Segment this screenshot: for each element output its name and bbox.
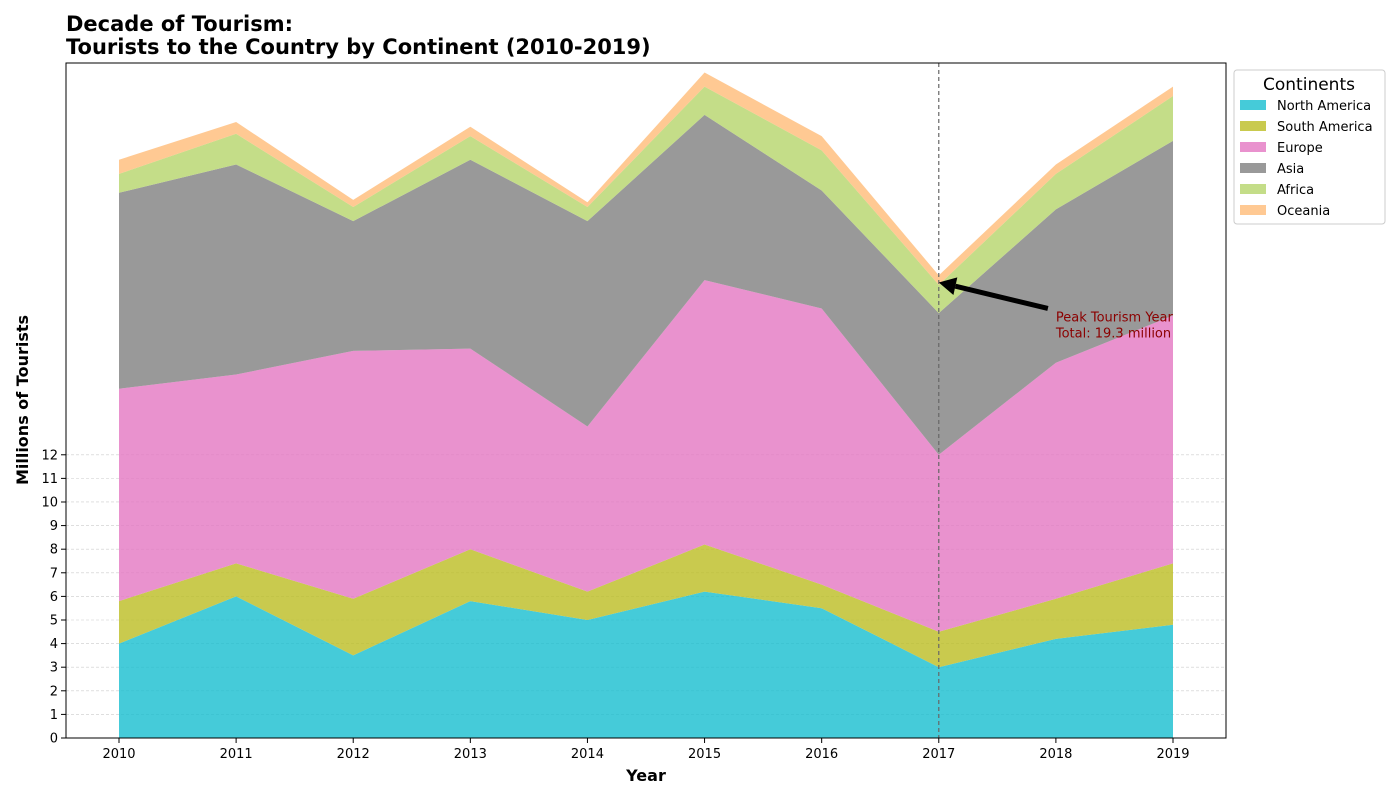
legend-label-oceania: Oceania xyxy=(1277,204,1330,219)
y-tick-label-1: 1 xyxy=(50,708,58,723)
y-tick-label-6: 6 xyxy=(50,590,58,605)
y-tick-label-11: 11 xyxy=(41,472,58,487)
y-tick-label-3: 3 xyxy=(50,661,58,676)
chart-title-line2: Tourists to the Country by Continent (20… xyxy=(66,35,651,59)
y-tick-label-8: 8 xyxy=(50,543,58,558)
legend-label-europe: Europe xyxy=(1277,141,1323,156)
y-tick-label-4: 4 xyxy=(50,637,58,652)
legend-label-south-america: South America xyxy=(1277,120,1373,135)
x-tick-label-2014: 2014 xyxy=(571,747,604,762)
legend-swatch-europe xyxy=(1240,142,1266,152)
legend-items: North America South America Europe Asia Afri… xyxy=(1240,99,1373,219)
plot-frame xyxy=(65,62,1227,739)
y-tick-label-10: 10 xyxy=(41,495,58,510)
x-tick-label-2018: 2018 xyxy=(1039,747,1072,762)
legend-swatch-south-america xyxy=(1240,121,1266,131)
area-africa xyxy=(119,86,1173,314)
legend-swatch-north-america xyxy=(1240,100,1266,110)
x-tick-label-2017: 2017 xyxy=(922,747,955,762)
chart-title: Decade of Tourism: Tourists to the Count… xyxy=(66,12,651,59)
legend-label-north-america: North America xyxy=(1277,99,1371,114)
annotation-line2: Total: 19.3 million xyxy=(1055,326,1171,341)
legend-box xyxy=(1233,69,1386,225)
legend-swatch-africa xyxy=(1240,184,1266,194)
legend-title: Continents xyxy=(1263,75,1355,95)
legend: Continents North America South America Eur… xyxy=(1233,69,1386,225)
legend-swatch-oceania xyxy=(1240,205,1266,215)
chart-title-line1: Decade of Tourism: xyxy=(66,12,293,36)
legend-swatch-asia xyxy=(1240,163,1266,173)
y-axis-label: Millions of Tourists xyxy=(13,315,32,485)
area-south-america xyxy=(119,544,1173,668)
legend-label-asia: Asia xyxy=(1277,162,1304,177)
x-tick-label-2010: 2010 xyxy=(102,747,135,762)
area-europe xyxy=(119,280,1173,632)
area-asia xyxy=(119,114,1173,455)
annotation-arrow-shaft xyxy=(954,283,1049,311)
x-axis-label: Year xyxy=(625,766,666,785)
y-tick-label-2: 2 xyxy=(50,684,58,699)
legend-label-africa: Africa xyxy=(1277,183,1314,198)
y-tick-label-5: 5 xyxy=(50,613,58,628)
x-tick-label-2012: 2012 xyxy=(337,747,370,762)
x-tick-label-2019: 2019 xyxy=(1156,747,1189,762)
x-axis-ticks: 2010 2011 2012 2013 2014 2015 2016 2017 2018 2019 xyxy=(102,738,1190,762)
area-north-america xyxy=(119,591,1173,738)
x-tick-label-2011: 2011 xyxy=(220,747,253,762)
y-tick-label-9: 9 xyxy=(50,519,58,534)
x-tick-label-2015: 2015 xyxy=(688,747,721,762)
x-tick-label-2016: 2016 xyxy=(805,747,838,762)
y-tick-label-7: 7 xyxy=(50,566,58,581)
y-tick-label-0: 0 xyxy=(50,732,58,747)
area-series xyxy=(119,72,1173,738)
y-tick-label-12: 12 xyxy=(41,448,58,463)
annotation-line1: Peak Tourism Year xyxy=(1056,310,1174,325)
x-tick-label-2013: 2013 xyxy=(454,747,487,762)
annotation-arrow-head xyxy=(938,277,958,295)
